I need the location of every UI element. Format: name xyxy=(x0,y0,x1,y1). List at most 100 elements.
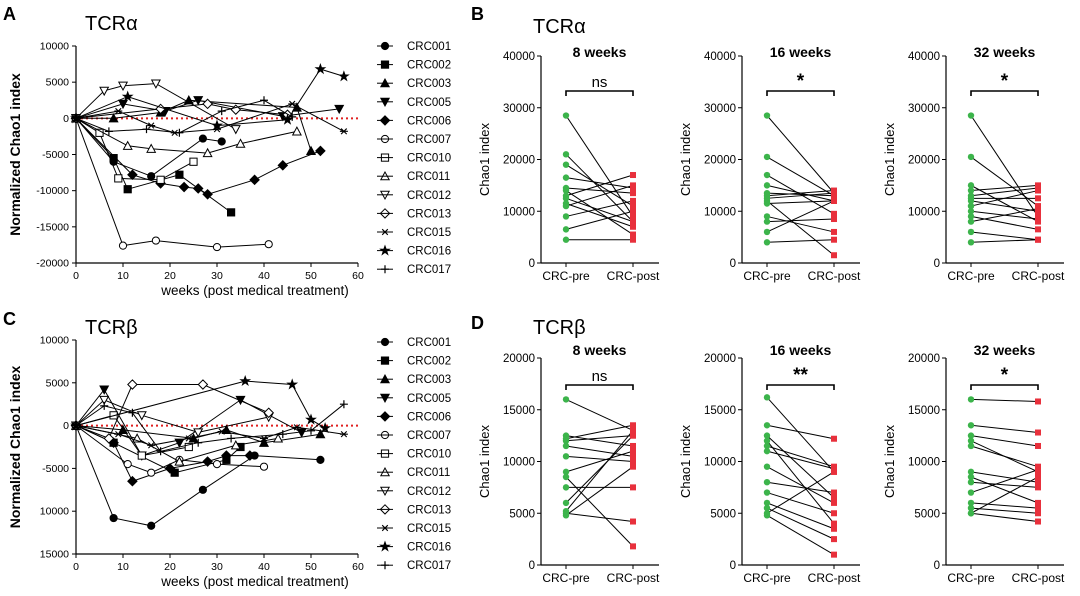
panel-letter-d: D xyxy=(471,313,484,333)
pre-point xyxy=(967,182,975,189)
category-label: CRC-pre xyxy=(542,571,590,585)
pre-point xyxy=(562,512,570,519)
pre-point xyxy=(967,153,975,161)
data-point-crc017 xyxy=(217,107,226,116)
y-tick-label: 15000 xyxy=(40,549,69,561)
x-tick-label: 60 xyxy=(352,561,364,573)
data-point-crc017 xyxy=(227,434,236,443)
post-point xyxy=(630,448,636,455)
y-tick-label: 0 xyxy=(934,258,940,270)
pre-point xyxy=(562,213,570,220)
data-point-crc016 xyxy=(286,378,299,390)
data-point-crc017 xyxy=(128,408,137,417)
data-point-crc015 xyxy=(288,100,297,108)
x-tick-label: 30 xyxy=(211,561,223,573)
data-point-crc001 xyxy=(198,485,207,494)
pre-point xyxy=(562,195,570,202)
data-point-crc005 xyxy=(174,438,185,448)
data-point-crc015 xyxy=(260,435,268,442)
pair-line xyxy=(970,476,1039,504)
x-tick-label: 50 xyxy=(305,561,317,573)
timepoint-title: 32 weeks xyxy=(974,44,1036,60)
data-point-crc013 xyxy=(103,433,115,444)
pre-point xyxy=(562,226,570,233)
pair-line xyxy=(766,481,835,494)
category-label: CRC-post xyxy=(607,269,660,283)
pair-line xyxy=(766,445,835,468)
pre-point xyxy=(763,422,771,429)
data-point-crc005 xyxy=(99,385,110,395)
y-tick-label: 5000 xyxy=(509,508,535,520)
pre-point xyxy=(967,197,975,205)
pair-line xyxy=(766,115,835,194)
pair-line xyxy=(565,466,634,516)
category-label: CRC-pre xyxy=(743,571,791,585)
pre-point xyxy=(967,112,975,119)
pre-point xyxy=(763,479,771,486)
y-tick-label: 0 xyxy=(529,560,535,572)
data-point-crc016 xyxy=(121,90,134,102)
legend-label: CRC015 xyxy=(407,227,451,239)
y-tick-label: 20000 xyxy=(503,353,535,365)
data-point-crc016 xyxy=(305,413,317,425)
panel-c-line-chart: 15000 10000 -5000 0 5000 10000 0 10 20 30 40 50 60we… xyxy=(7,335,451,590)
pre-point xyxy=(562,187,570,194)
post-point xyxy=(1035,429,1041,436)
pre-point xyxy=(967,228,975,236)
post-point xyxy=(630,518,636,525)
pair-line xyxy=(565,210,634,230)
series-line-crc012 xyxy=(75,83,237,130)
data-point-crc007 xyxy=(212,242,222,252)
legend-label: CRC015 xyxy=(407,523,451,535)
post-point xyxy=(831,236,837,243)
pair-line xyxy=(970,481,1039,488)
y-tick-label: 0 xyxy=(63,420,69,432)
pair-line xyxy=(970,469,1039,494)
pre-point xyxy=(967,208,975,215)
pre-point xyxy=(763,182,771,189)
pair-line xyxy=(766,466,835,504)
data-point-crc016 xyxy=(211,119,223,131)
data-point-crc015 xyxy=(114,430,123,438)
legend-label: CRC012 xyxy=(407,190,451,202)
paired-chart-d-1: 0 5000 10000 15000 20000 Chao1 index CRC-pre CR… xyxy=(477,342,660,585)
pair-line xyxy=(766,192,835,199)
significance-bracket xyxy=(565,90,634,96)
pre-point xyxy=(763,489,771,496)
significance-bracket xyxy=(766,384,835,390)
y-tick-label: 40000 xyxy=(704,51,736,63)
y-tick-label: 0 xyxy=(529,258,535,270)
y-tick-label: 15000 xyxy=(503,405,535,417)
pair-line xyxy=(970,200,1039,212)
data-point-crc017 xyxy=(104,127,113,136)
y-tick-label: 15000 xyxy=(908,405,940,417)
y-tick-label: -5000 xyxy=(42,149,69,161)
panel-letter-c: C xyxy=(3,309,16,329)
data-point-crc015 xyxy=(147,122,156,129)
pair-line xyxy=(766,492,835,514)
legend-label: CRC010 xyxy=(407,449,451,461)
post-point xyxy=(630,208,636,215)
significance-bracket xyxy=(970,90,1039,96)
data-point-crc017 xyxy=(100,401,109,410)
y-tick-label: 0 xyxy=(934,560,940,572)
y-tick-label: 5000 xyxy=(46,77,70,89)
pair-line xyxy=(766,156,835,197)
post-point xyxy=(831,551,837,558)
pre-point xyxy=(967,510,975,517)
pair-line xyxy=(766,514,835,556)
data-point-crc017 xyxy=(175,128,184,137)
y-axis-label: Normalized Chao1 index xyxy=(7,365,23,528)
post-point xyxy=(831,489,837,496)
pair-line xyxy=(766,200,835,204)
pre-point xyxy=(967,442,975,450)
pair-line xyxy=(565,435,634,442)
y-tick-label: 10000 xyxy=(704,206,736,218)
post-point xyxy=(1035,510,1041,517)
data-point-crc011 xyxy=(235,138,246,148)
pre-point xyxy=(967,468,975,476)
pre-point xyxy=(967,239,975,246)
data-point-crc017 xyxy=(72,421,80,430)
category-label: CRC-pre xyxy=(947,571,995,585)
data-point-crc012 xyxy=(230,125,241,135)
